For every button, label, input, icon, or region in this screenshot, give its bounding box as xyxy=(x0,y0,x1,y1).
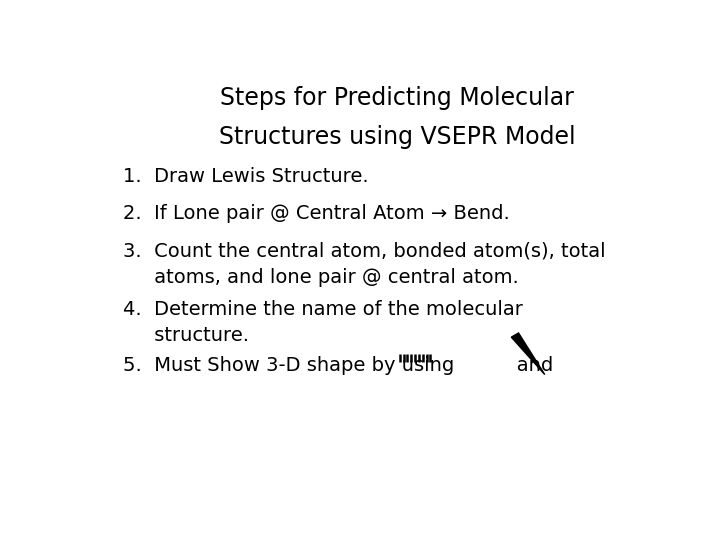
Text: 4.  Determine the name of the molecular
     structure.: 4. Determine the name of the molecular s… xyxy=(124,300,523,345)
Text: Structures using VSEPR Model: Structures using VSEPR Model xyxy=(219,125,575,149)
Text: 1.  Draw Lewis Structure.: 1. Draw Lewis Structure. xyxy=(124,167,369,186)
Text: 3.  Count the central atom, bonded atom(s), total
     atoms, and lone pair @ ce: 3. Count the central atom, bonded atom(s… xyxy=(124,241,606,287)
Text: 2.  If Lone pair @ Central Atom → Bend.: 2. If Lone pair @ Central Atom → Bend. xyxy=(124,204,510,223)
Polygon shape xyxy=(511,333,545,375)
Text: 5.  Must Show 3-D shape by using          and: 5. Must Show 3-D shape by using and xyxy=(124,356,554,375)
Text: Steps for Predicting Molecular: Steps for Predicting Molecular xyxy=(220,85,574,110)
